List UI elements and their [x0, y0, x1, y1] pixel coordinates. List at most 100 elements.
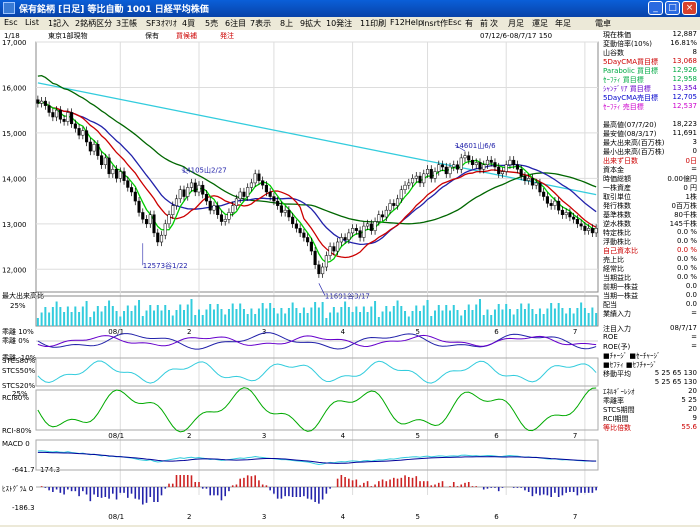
candle-body: [497, 166, 501, 175]
hist-bar: [67, 487, 69, 490]
candle-body: [377, 214, 381, 222]
menu-item-1[interactable]: List: [25, 18, 39, 27]
candle-body: [167, 214, 171, 225]
stcs-line: [37, 360, 597, 384]
candle-body: [579, 223, 583, 227]
panel-key: 移動平均: [603, 370, 631, 378]
menu-item-17[interactable]: 有: [465, 19, 473, 28]
menu-item-8[interactable]: 6注目: [225, 19, 247, 28]
chart-area[interactable]: 1/18 東京1部現物 保有 買候補 発注 07/12/6-08/7/17 150 17,0…: [0, 30, 700, 525]
menu-item-16[interactable]: Esc: [448, 18, 462, 27]
panel-key: 最小出来高(百万株): [603, 148, 665, 156]
chart-svg[interactable]: 1/18 東京1部現物 保有 買候補 発注 07/12/6-08/7/17 150 17,0…: [0, 30, 700, 525]
hist-bar: [52, 487, 54, 492]
panel-value: 20: [688, 405, 697, 413]
volume-bar: [400, 306, 403, 326]
hist-bar: [153, 487, 155, 502]
menu-item-5[interactable]: SF3ｵﾏﾘｵ: [146, 19, 177, 28]
candle-body: [549, 203, 553, 206]
candle-body: [186, 187, 190, 197]
volume-bar: [366, 312, 369, 326]
menu-item-9[interactable]: 7表示: [250, 19, 272, 28]
candle-body: [358, 230, 362, 238]
hist-bar: [452, 482, 455, 487]
volume-label: 最大出来高比: [2, 291, 44, 300]
menu-item-22[interactable]: 年足: [555, 19, 571, 28]
hist-bar: [126, 487, 129, 498]
panel-value: 0.0 %: [676, 228, 697, 236]
menu-item-20[interactable]: 月足: [508, 19, 524, 28]
menu-item-13[interactable]: 11印刷: [360, 19, 387, 28]
menu-item-2[interactable]: 1記入: [48, 19, 70, 28]
menu-item-3[interactable]: 2銘柄区分: [75, 19, 113, 28]
hist-bar: [138, 487, 140, 500]
menu-item-14[interactable]: F12Help: [390, 18, 424, 27]
candle-body: [321, 266, 325, 275]
kairi-line-b: [37, 334, 597, 348]
volume-bar: [456, 310, 459, 326]
page-indicator: 1/18: [4, 32, 20, 40]
x-tick-label: 3: [262, 328, 266, 336]
hist-bar: [40, 486, 43, 487]
market-label: 東京1部現物: [48, 31, 87, 40]
panel-key: 乖離率: [603, 397, 624, 405]
minimize-button[interactable]: _: [648, 1, 663, 15]
volume-bar: [486, 309, 489, 326]
menu-item-10[interactable]: 8上: [280, 19, 294, 28]
menu-item-0[interactable]: Esc: [4, 18, 18, 27]
candle-body: [238, 191, 242, 200]
menu-item-6[interactable]: 4買: [182, 19, 196, 28]
candle-body: [336, 241, 340, 252]
volume-bar: [430, 316, 433, 326]
candle-body: [388, 203, 392, 211]
menu-item-7[interactable]: 5売: [205, 19, 219, 28]
menu-item-11[interactable]: 9拡大: [300, 19, 322, 28]
volume-bar: [108, 300, 111, 326]
volume-bar: [284, 313, 287, 326]
menu-item-18[interactable]: 前: [480, 19, 488, 28]
candle-body: [474, 162, 478, 165]
hist-bar: [48, 487, 50, 491]
panel-value: 11,691: [672, 129, 698, 137]
close-button[interactable]: ×: [682, 1, 697, 15]
hist-bar: [344, 477, 346, 487]
candle-body: [163, 223, 167, 236]
volume-bar: [220, 309, 223, 326]
maximize-button[interactable]: □: [665, 1, 680, 15]
x-tick-label: 5: [416, 432, 420, 440]
panel-value: 12,705: [672, 93, 698, 101]
menu-item-4[interactable]: 3王帳: [116, 19, 138, 28]
hist-bar: [576, 487, 579, 496]
volume-bar: [591, 307, 594, 326]
candle-body: [133, 191, 137, 202]
candle-body: [66, 112, 70, 122]
menu-bar: Esc List 1記入 2銘柄区分 3王帳 SF3ｵﾏﾘｵ 4買 5売 6注目 7表示 8上 9拡大…: [0, 17, 700, 31]
title-bar: 保有銘柄 [日足] 等比自動 1001 日経平均株価 _ □ ×: [0, 0, 700, 17]
panel-value: 08/7/17: [670, 324, 697, 332]
hist-bar: [269, 487, 271, 491]
panel-value: 0.0 %: [676, 255, 697, 263]
panel-key: Parabolic 買目標: [603, 67, 659, 75]
menu-item-23[interactable]: 電卓: [595, 19, 611, 28]
hist-bar: [141, 487, 144, 505]
menu-item-15[interactable]: Insrt作: [422, 19, 449, 28]
volume-bar: [550, 303, 553, 326]
candle-body: [500, 171, 505, 175]
hist-bar: [231, 485, 234, 487]
hist-bar: [366, 481, 369, 487]
menu-item-19[interactable]: 次: [490, 19, 498, 28]
candle-body: [354, 228, 358, 231]
hist-label: ﾋｽﾄｸﾞﾗﾑ 0: [2, 485, 33, 493]
volume-bar: [310, 307, 313, 326]
menu-item-12[interactable]: 10発注: [326, 19, 353, 28]
hist-bar: [527, 487, 530, 492]
candle-body: [328, 246, 332, 256]
menu-item-21[interactable]: 運足: [532, 19, 548, 28]
hist-bar: [329, 487, 331, 489]
hist-bar: [524, 487, 526, 491]
panel-row: Parabolic 買目標 12,926: [600, 66, 700, 75]
hist-bar: [284, 487, 286, 497]
candle-body: [298, 228, 302, 234]
ma25-line: [37, 101, 597, 246]
volume-bar: [314, 302, 317, 326]
